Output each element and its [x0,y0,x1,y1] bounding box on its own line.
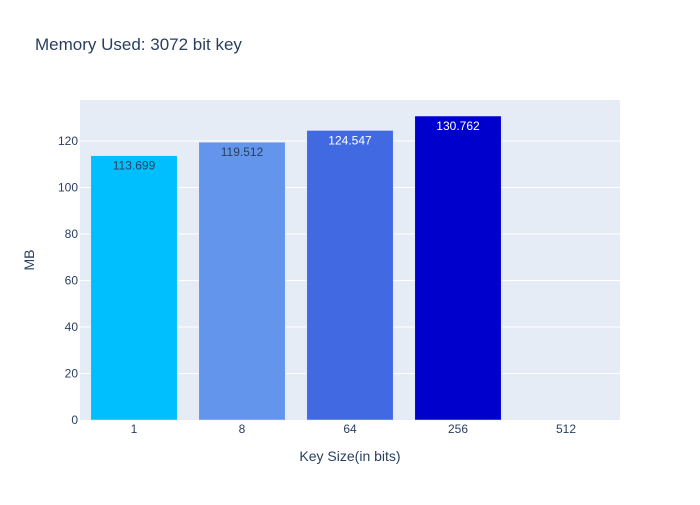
y-axis-ticks: 0 20 40 60 80 100 120 [58,134,78,427]
bar-8[interactable] [198,141,286,421]
y-tick-label: 60 [65,274,79,288]
x-tick-label: 1 [131,422,138,436]
data-label-8: 119.512 [221,145,264,159]
x-axis-label: Key Size(in bits) [299,448,400,464]
bar-64[interactable] [306,130,394,421]
x-tick-label: 8 [239,422,246,436]
data-label-256: 130.762 [436,119,480,133]
bar-256[interactable] [414,115,502,421]
x-tick-label: 512 [556,422,576,436]
data-labels: 113.699 119.512 124.547 130.762 [113,119,480,173]
bar-1[interactable] [90,155,178,421]
chart-title: Memory Used: 3072 bit key [35,35,242,54]
y-tick-label: 100 [58,181,78,195]
bars [90,115,502,421]
x-axis-ticks: 1 8 64 256 512 [131,422,577,436]
data-label-1: 113.699 [113,159,156,173]
y-tick-label: 20 [65,367,79,381]
x-tick-label: 64 [343,422,357,436]
y-tick-label: 80 [65,227,79,241]
y-tick-label: 120 [58,134,78,148]
x-tick-label: 256 [448,422,468,436]
data-label-64: 124.547 [328,133,372,147]
y-tick-label: 0 [71,413,78,427]
y-tick-label: 40 [65,320,79,334]
y-axis-label: MB [21,250,37,271]
